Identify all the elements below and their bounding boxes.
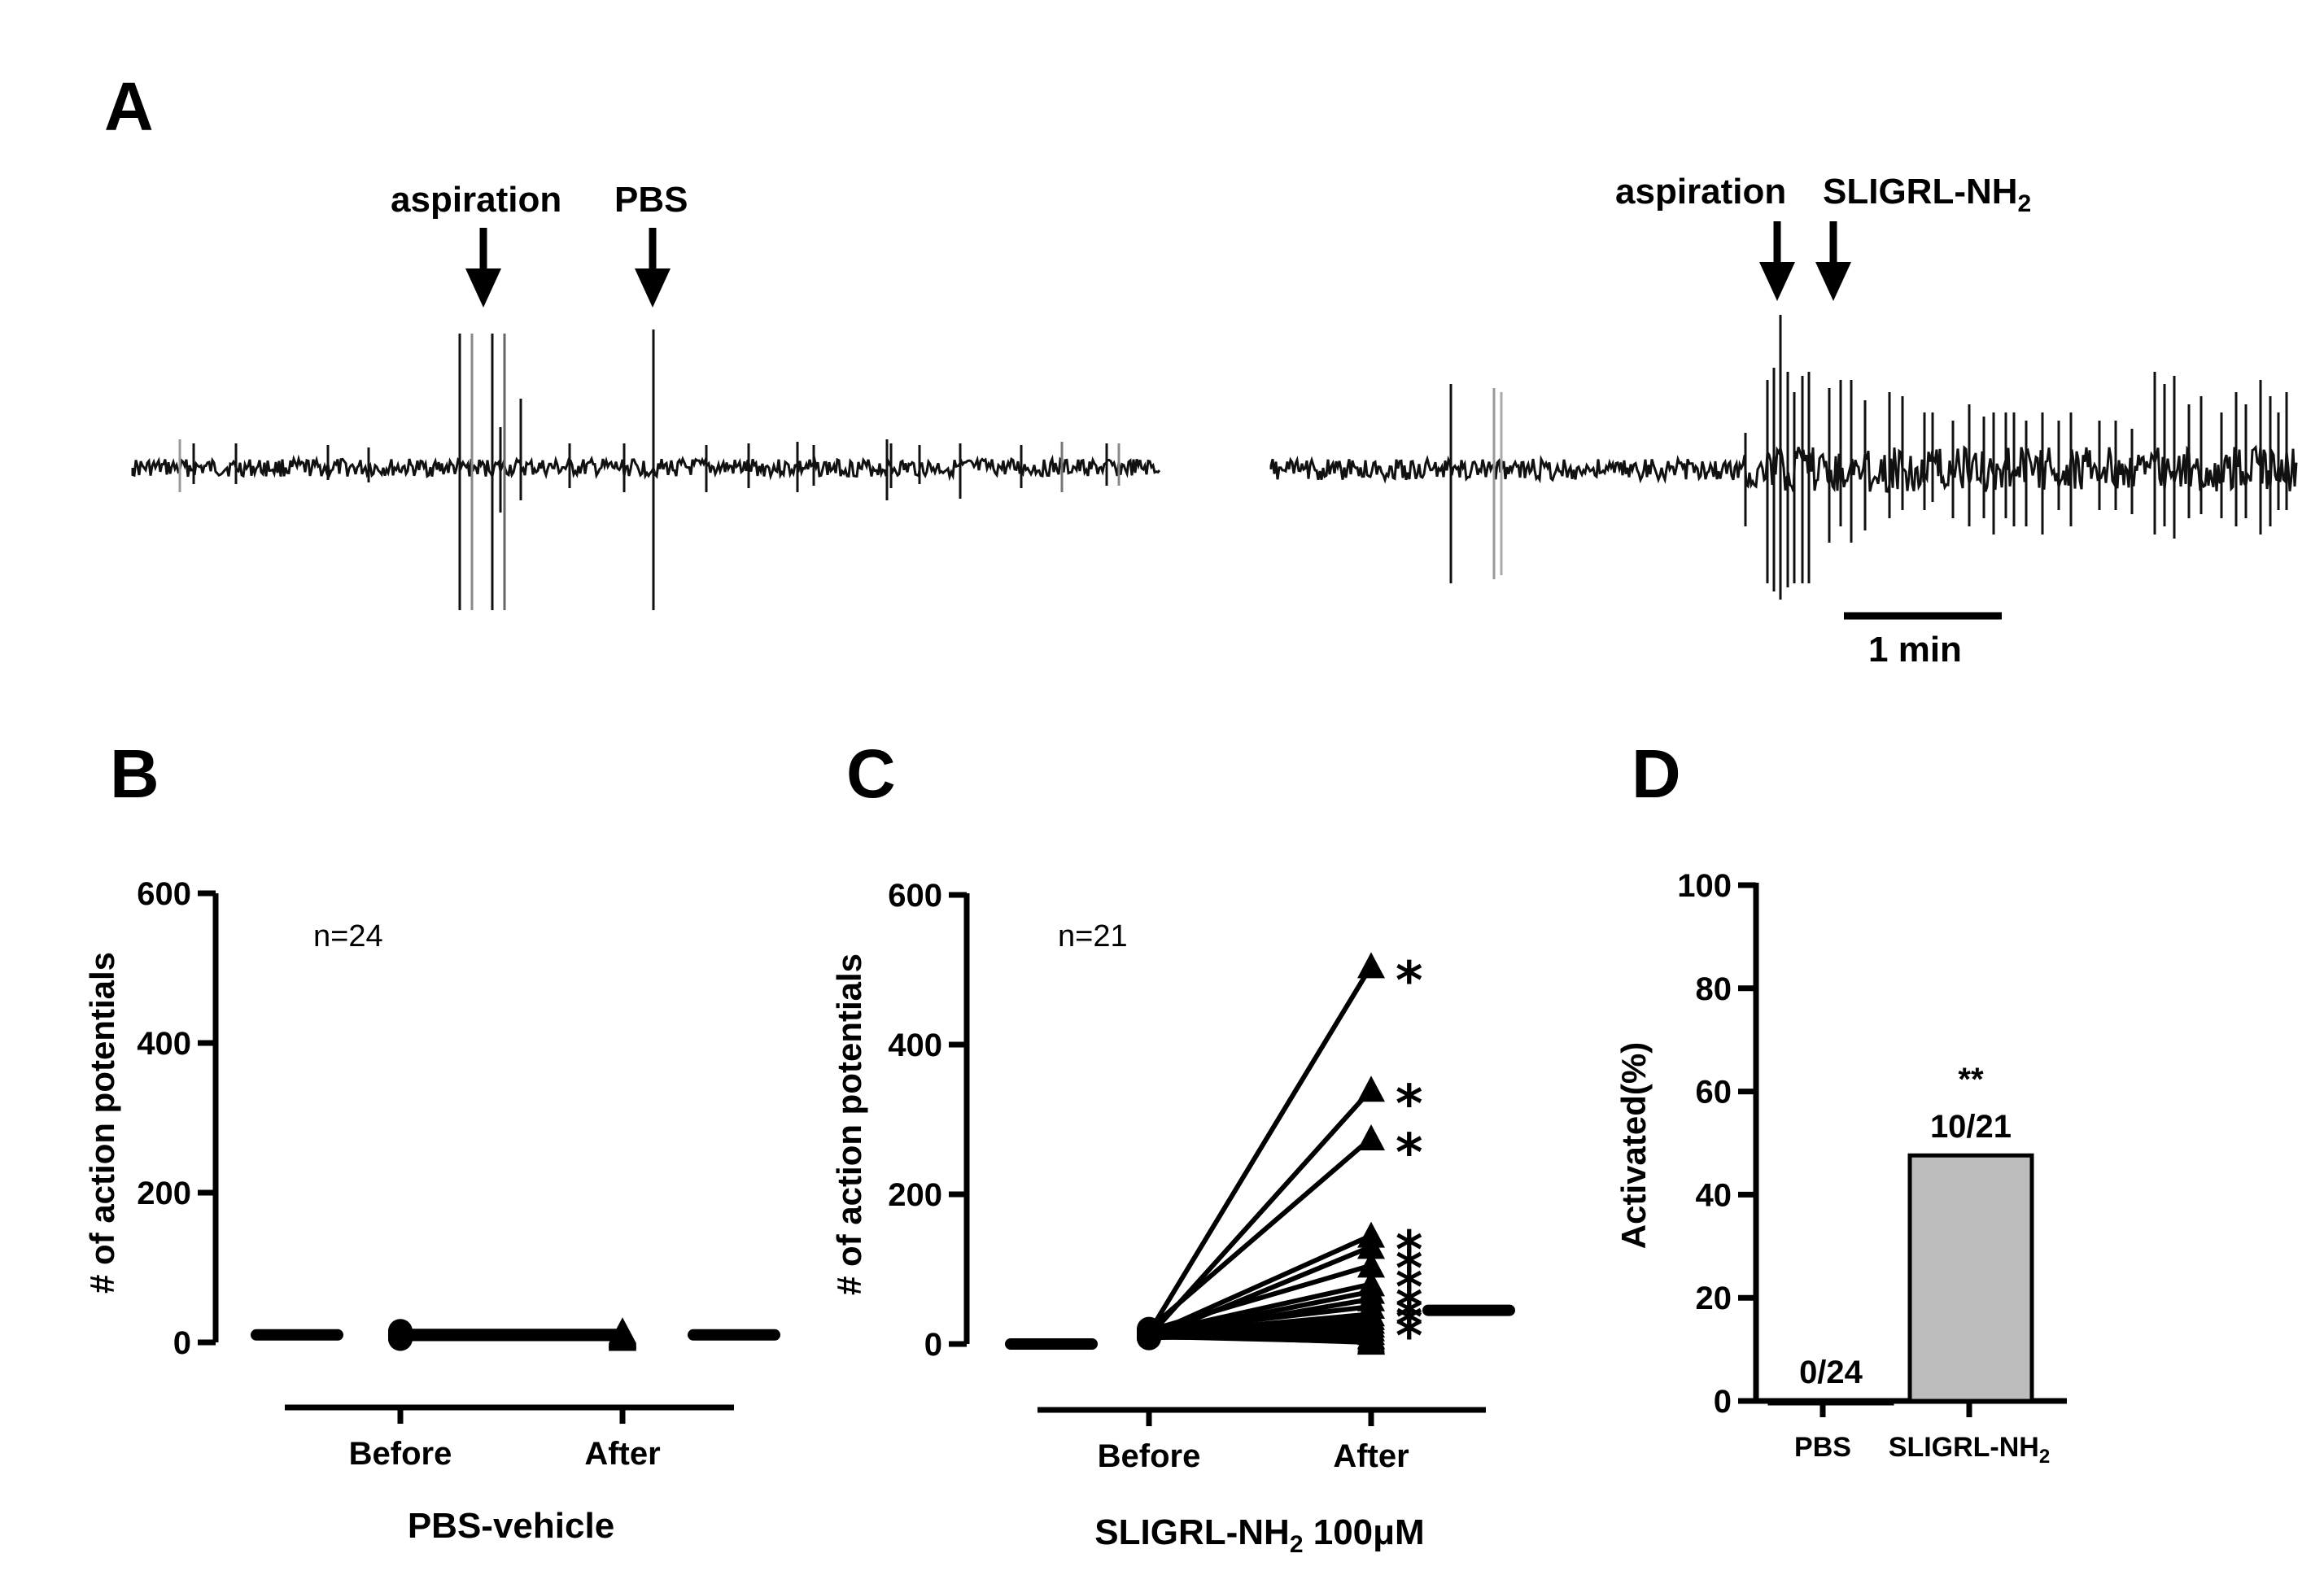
right-sligrl-label: SLIGRL-NH2 [1823, 172, 2031, 217]
significance-star: * [1396, 1124, 1422, 1184]
x-tick-label-before: Before [1098, 1438, 1201, 1474]
panel-d-plot: 0 20 40 60 80 100 0/24 10/21 ** [1677, 868, 2067, 1420]
y-tick-label: 600 [137, 876, 191, 912]
right-recording-trace [1269, 315, 2298, 600]
y-tick-label: 80 [1696, 971, 1732, 1007]
x-tick-label-after: After [584, 1436, 660, 1472]
before-point [388, 1320, 413, 1346]
panel-b-y-label: # of action potentials [83, 952, 121, 1294]
panel-c-y-label: # of action potentials [830, 953, 868, 1295]
significance-star: * [1396, 951, 1422, 1011]
left-aspiration-label: aspiration [391, 180, 561, 220]
bar-count-label: 10/21 [1930, 1109, 2012, 1145]
significance-star: * [1396, 1296, 1422, 1356]
after-point [1357, 1329, 1385, 1355]
y-tick-label: 200 [137, 1176, 191, 1211]
after-point [1357, 1124, 1385, 1150]
cell-line [1148, 1281, 1372, 1337]
panel-d-tick-sligrl: SLIGRL-NH2 [1889, 1432, 2050, 1468]
y-tick-label: 20 [1696, 1281, 1732, 1316]
after-point [1357, 952, 1385, 979]
panel-c-letter: C [846, 735, 896, 812]
right-aspiration-arrow [1759, 221, 1795, 301]
right-sligrl-arrow [1815, 221, 1851, 301]
bar-pbs [1767, 1399, 1894, 1406]
y-tick-label: 40 [1696, 1177, 1732, 1213]
panel-c-condition: SLIGRL-NH2 100μM [1094, 1512, 1424, 1558]
trace-noise [1269, 443, 2298, 494]
x-tick-label-after: After [1333, 1438, 1409, 1474]
bar-sligrl-nh2 [1907, 1153, 2034, 1403]
panel-b-letter: B [110, 735, 159, 812]
panel-d-y-label: Activated(%) [1614, 1042, 1653, 1249]
cell-line [1147, 964, 1374, 1334]
panel-d-tick-pbs: PBS [1794, 1432, 1851, 1463]
significance-star: * [1396, 1075, 1422, 1135]
y-tick-label: 60 [1696, 1075, 1732, 1111]
cell-line [1148, 1332, 1372, 1346]
after-point [1357, 1076, 1385, 1102]
bar-count-label: 0/24 [1799, 1355, 1863, 1390]
after-point [1357, 1251, 1385, 1278]
right-aspiration-label: aspiration [1615, 172, 1786, 212]
significance-star: * [1396, 1259, 1422, 1319]
panel-c-n-label: n=21 [1058, 919, 1128, 953]
left-recording-trace [131, 329, 1161, 610]
y-tick-label: 400 [137, 1026, 191, 1062]
y-tick-label: 0 [1714, 1384, 1732, 1420]
significance-star: * [1396, 1307, 1422, 1367]
cell-line [1147, 1136, 1373, 1331]
y-tick-label: 400 [888, 1028, 942, 1063]
cell-line [1148, 1263, 1372, 1333]
before-point [1137, 1322, 1161, 1347]
significance-star: * [1396, 1288, 1422, 1348]
panel-d-letter: D [1632, 735, 1681, 812]
panel-a-letter: A [104, 68, 154, 145]
after-point [1357, 1233, 1385, 1259]
panel-b-n-label: n=24 [313, 919, 383, 953]
trace-noise [131, 454, 1161, 482]
left-pbs-label: PBS [614, 180, 688, 220]
left-pbs-arrow [635, 228, 671, 308]
significance-star: * [1396, 1240, 1422, 1300]
panel-b-condition: PBS-vehicle [408, 1506, 614, 1546]
y-tick-label: 600 [888, 878, 942, 914]
scale-bar-label: 1 min [1868, 630, 1962, 670]
left-aspiration-arrow [465, 228, 501, 308]
cell-line [1148, 1319, 1372, 1334]
bar-significance: ** [1958, 1062, 1984, 1097]
y-tick-label: 100 [1677, 868, 1732, 904]
y-tick-label: 200 [888, 1177, 942, 1213]
y-tick-label: 0 [924, 1327, 942, 1363]
significance-star: * [1396, 1221, 1422, 1281]
panel-b-plot: 0 200 400 600 Before After [137, 876, 780, 1472]
significance-star: * [1396, 1277, 1422, 1337]
y-tick-label: 0 [173, 1325, 191, 1361]
x-tick-label-before: Before [349, 1436, 452, 1472]
after-point [609, 1319, 636, 1346]
